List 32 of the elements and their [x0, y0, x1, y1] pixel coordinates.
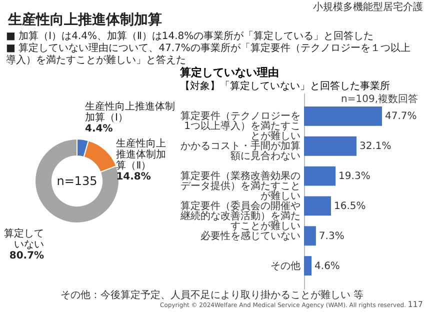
- data-label: 32.1%: [359, 141, 392, 152]
- bar: [304, 166, 336, 186]
- text: 小規模多機能型居宅介護: [313, 1, 423, 13]
- y-tick-label: 必要性を感じていない: [200, 230, 300, 242]
- y-tick-label: かかるコスト・手間が加算額に見合わない: [180, 140, 300, 162]
- chart-title: 生産性向上推進体制加算: [7, 11, 162, 28]
- slice-label: 算定していない: [4, 228, 44, 251]
- bar: [304, 226, 316, 246]
- slice-label: 生産性向上推進体制加算（Ⅱ）: [116, 137, 166, 172]
- y-tick-label: 算定要件（委員会の開催や継続的な改善活動）を満たすことが難しい: [180, 200, 300, 232]
- data-label: 4.6%: [314, 260, 340, 272]
- data-label: 47.7%: [385, 111, 417, 122]
- data-label: 16.5%: [334, 200, 366, 212]
- y-tick-label: その他: [270, 260, 300, 272]
- bar: [304, 136, 356, 156]
- text: ■ 加算（Ⅰ）は4.4%、加算（Ⅱ）は14.8%の事業所が「算定している」と回答した: [6, 30, 374, 42]
- data-label: 14.8%: [116, 171, 151, 182]
- data-label: 19.3%: [338, 171, 370, 182]
- bar: [304, 106, 382, 126]
- text: n=135: [56, 174, 98, 188]
- data-label: 7.3%: [318, 230, 344, 242]
- slice-label: 生産性向上推進体制加算（Ⅰ）: [85, 100, 175, 124]
- text: 117: [408, 300, 423, 309]
- chart-subtitle: 【対象】「算定していない」と回答した事業所: [180, 80, 390, 92]
- chart-title: 算定していない理由: [179, 66, 279, 79]
- data-label: 4.4%: [85, 124, 113, 135]
- bar: [304, 256, 312, 276]
- text: その他：今後算定予定、人員不足により取り掛かることが難しい 等: [60, 289, 364, 301]
- annotation: n=109,複数回答: [341, 93, 418, 105]
- bar: [304, 196, 331, 216]
- data-label: 80.7%: [9, 250, 44, 262]
- text: ■ 算定していない理由について、47.7%の事業所が「算定要件（テクノロジーを１つ以上導入）を満たすことが難しい」と答えた: [6, 42, 410, 66]
